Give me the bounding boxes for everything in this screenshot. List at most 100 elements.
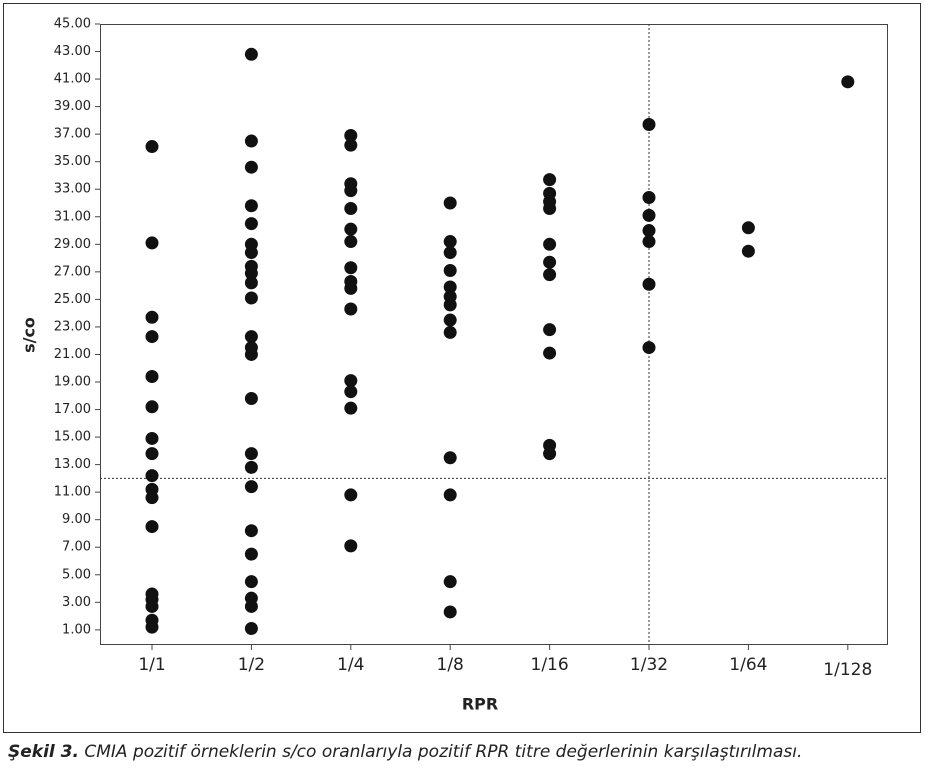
point [344,281,358,295]
point [443,575,457,589]
y-tick-label: 35.00 [54,154,91,169]
point [741,244,755,258]
y-tick-label: 27.00 [54,264,91,279]
point [344,374,358,388]
y-tick-label: 25.00 [54,292,91,307]
point [543,173,557,187]
y-tick-label: 7.00 [62,540,91,555]
point [642,341,656,355]
point [344,235,358,249]
point [443,325,457,339]
point [244,330,258,344]
point [244,575,258,589]
point [642,224,656,238]
point [244,47,258,61]
x-tick-label: 1/1 [138,655,165,675]
point [543,346,557,360]
point [344,129,358,143]
y-tick-label: 41.00 [54,72,91,87]
point [244,347,258,361]
x-tick-label: 1/16 [531,655,569,675]
point [443,280,457,294]
point [344,202,358,216]
point [344,261,358,275]
point [344,488,358,502]
point [543,323,557,337]
point [145,400,159,414]
point [244,266,258,280]
point [344,385,358,399]
y-tick-label: 11.00 [54,485,91,500]
point [443,605,457,619]
x-axis-label: RPR [462,695,498,714]
point [642,235,656,249]
x-tick-label: 1/32 [630,655,668,675]
point [344,539,358,553]
point [244,160,258,174]
point [244,599,258,613]
y-tick-label: 1.00 [62,622,91,637]
point [244,524,258,538]
plot-frame [100,24,888,645]
y-tick-label: 21.00 [54,347,91,362]
point [443,196,457,210]
point [244,276,258,290]
y-tick-label: 29.00 [54,237,91,252]
point [543,255,557,269]
point [244,547,258,561]
point [145,599,159,613]
x-tick-label: 1/128 [823,660,872,680]
y-tick-label: 5.00 [62,567,91,582]
point [145,431,159,445]
y-tick-label: 17.00 [54,402,91,417]
point [244,447,258,461]
point [443,235,457,249]
point [145,140,159,154]
point [244,621,258,635]
point [145,447,159,461]
point [543,202,557,216]
point [443,451,457,465]
point [543,268,557,282]
y-tick-label: 43.00 [54,44,91,59]
point [443,263,457,277]
point [543,447,557,461]
y-tick-label: 15.00 [54,430,91,445]
caption: Şekil 3. CMIA pozitif örneklerin s/co or… [8,742,802,762]
point [145,310,159,324]
point [642,118,656,132]
point [841,75,855,89]
point [244,480,258,494]
point [145,236,159,250]
point [244,217,258,231]
point [344,184,358,198]
point [244,460,258,474]
point [244,134,258,148]
figure-frame [3,3,921,733]
point [244,392,258,406]
point [344,222,358,236]
y-tick-label: 19.00 [54,375,91,390]
point [145,369,159,383]
point [145,469,159,483]
y-tick-label: 9.00 [62,512,91,527]
point [244,199,258,213]
caption-label: Şekil 3. [8,742,79,762]
point [244,291,258,305]
y-tick-label: 3.00 [62,595,91,610]
point [443,246,457,260]
point [145,620,159,634]
point [543,237,557,251]
point [741,221,755,235]
point [145,330,159,344]
point [642,277,656,291]
y-tick-label: 31.00 [54,209,91,224]
y-tick-label: 45.00 [54,17,91,32]
point [443,298,457,312]
point [145,491,159,505]
y-tick-label: 23.00 [54,319,91,334]
point [344,138,358,152]
y-axis-label: s/co [20,317,39,353]
